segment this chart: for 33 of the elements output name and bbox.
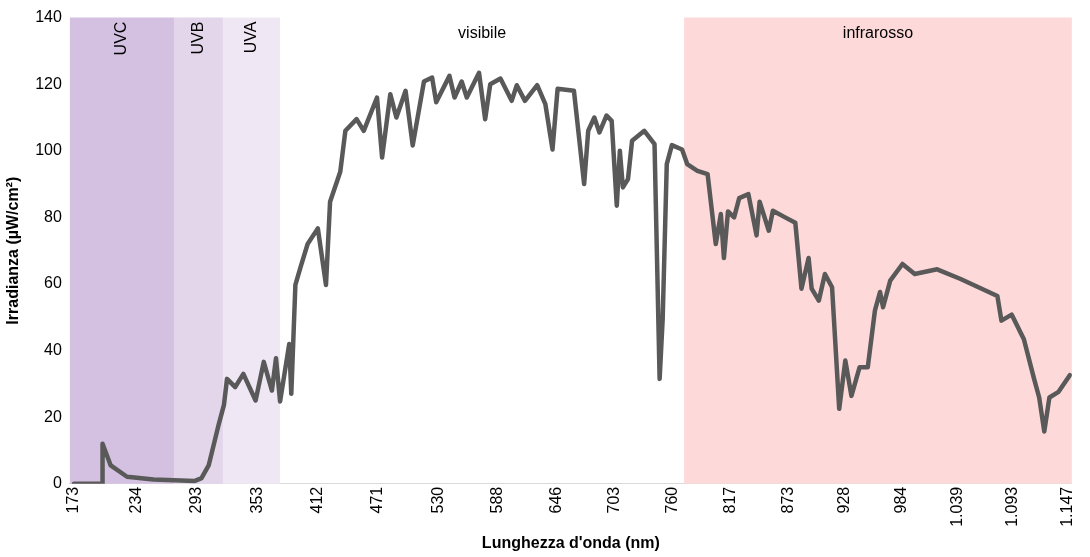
- x-tick-label: 1.093: [1003, 486, 1021, 527]
- x-tick-label: 646: [546, 486, 564, 514]
- x-tick-label: 1.039: [947, 486, 965, 527]
- y-tick-label: 40: [44, 340, 62, 358]
- band-label: UVC: [112, 21, 130, 56]
- x-tick-label: 530: [428, 486, 446, 514]
- y-tick-label: 80: [44, 207, 62, 225]
- x-tick-label: 412: [308, 486, 326, 514]
- y-tick-label: 100: [35, 141, 62, 159]
- x-tick-label: 873: [778, 486, 796, 514]
- x-tick-label: 293: [186, 486, 204, 514]
- x-tick-label: 588: [487, 486, 505, 514]
- x-tick-label: 1.147: [1058, 486, 1076, 527]
- band-label: UVA: [241, 21, 259, 54]
- x-tick-label: 173: [64, 486, 82, 514]
- y-axis-title: Irradianza (µW/cm²): [4, 176, 22, 325]
- x-tick-label: 984: [891, 486, 909, 514]
- x-tick-label: 817: [721, 486, 739, 514]
- annotation: visibile: [458, 24, 507, 42]
- y-tick-label: 20: [44, 407, 62, 425]
- x-tick-label: 471: [368, 486, 386, 514]
- y-tick-label: 120: [35, 74, 62, 92]
- band-label: infrarosso: [842, 24, 914, 42]
- x-tick-label: 760: [663, 486, 681, 514]
- y-tick-label: 0: [52, 474, 62, 492]
- x-tick-label: 353: [248, 486, 266, 514]
- x-tick-label: 928: [834, 486, 852, 514]
- x-tick-label: 703: [605, 486, 623, 514]
- y-tick-label: 140: [35, 8, 62, 26]
- x-axis-title: Lunghezza d'onda (nm): [481, 533, 660, 551]
- y-tick-label: 60: [44, 274, 62, 292]
- band-label: UVB: [188, 21, 206, 55]
- x-tick-label: 234: [126, 486, 144, 514]
